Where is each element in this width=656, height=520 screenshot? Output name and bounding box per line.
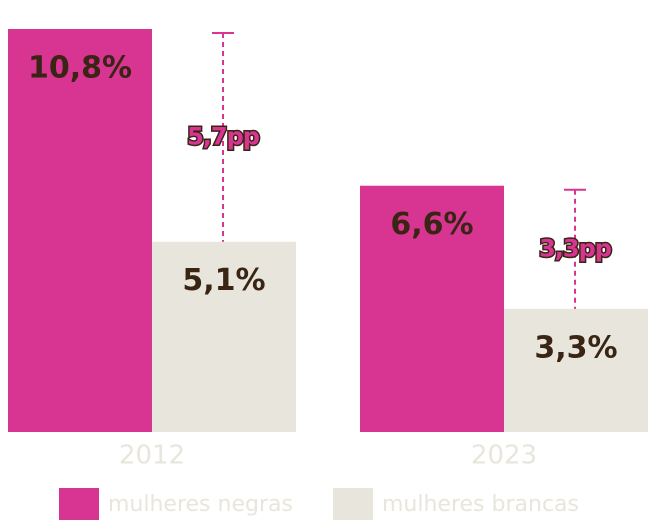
value-label: 5,1% <box>182 263 265 298</box>
bar <box>360 185 504 432</box>
category-label: 2023 <box>471 441 537 471</box>
value-label: 6,6% <box>390 207 473 242</box>
gap-label: 3,3pp <box>539 234 612 262</box>
legend-label: mulheres brancas <box>382 492 579 517</box>
bar <box>504 308 648 432</box>
bar <box>8 29 152 432</box>
category-label: 2012 <box>119 441 185 471</box>
legend-swatch <box>333 488 373 520</box>
value-label: 10,8% <box>28 51 132 86</box>
gap-label: 5,7pp <box>187 122 260 150</box>
legend-label: mulheres negras <box>108 492 293 517</box>
legend-swatch <box>59 488 99 520</box>
bar <box>152 241 296 432</box>
value-label: 3,3% <box>534 330 617 365</box>
